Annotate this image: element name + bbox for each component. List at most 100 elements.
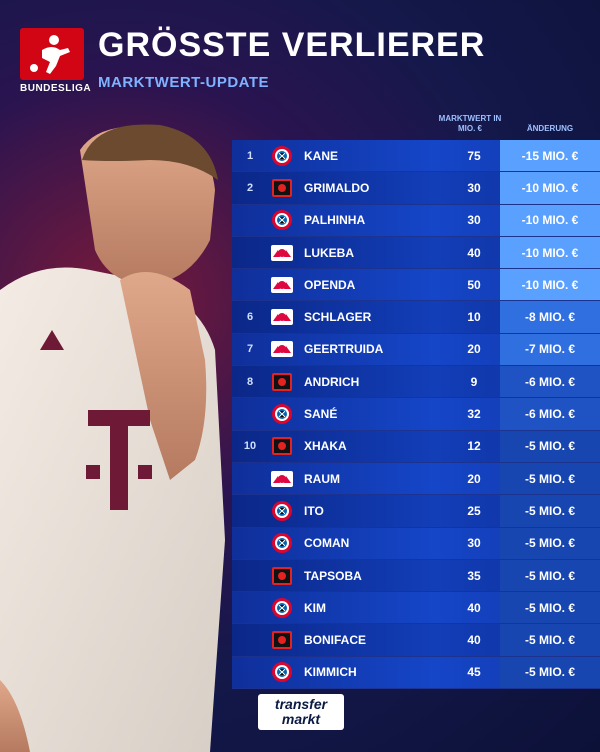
column-header-marktwert: MARKTWERT IN MIO. € bbox=[438, 114, 502, 133]
page-subtitle: MARKTWERT-UPDATE bbox=[98, 74, 270, 91]
market-value: 40 bbox=[467, 600, 481, 615]
bundesliga-logo-text: BUNDESLIGA bbox=[20, 83, 92, 94]
market-value: 12 bbox=[467, 439, 481, 454]
rank: 7 bbox=[246, 343, 254, 356]
rank: 2 bbox=[246, 181, 254, 194]
leipzig-crest-icon bbox=[271, 470, 293, 487]
player-name: COMAN bbox=[304, 536, 350, 551]
table-row: ITO 25 -5 MIO. € bbox=[232, 495, 600, 528]
ranking-table: 1 KANE 75 -15 MIO. €2 GRIMALDO 30 -10 MIO. € PA… bbox=[232, 140, 600, 690]
value-change: -5 MIO. € bbox=[500, 495, 600, 527]
leverkusen-crest-icon bbox=[272, 372, 292, 391]
market-value: 40 bbox=[467, 245, 481, 260]
market-value: 30 bbox=[467, 213, 481, 228]
table-row: 8 ANDRICH 9 -6 MIO. € bbox=[232, 366, 600, 399]
bayern-crest-icon bbox=[272, 500, 292, 521]
value-change: -10 MIO. € bbox=[500, 236, 600, 269]
leipzig-crest-icon bbox=[271, 276, 293, 293]
value-change: -10 MIO. € bbox=[500, 204, 600, 236]
leverkusen-crest-icon bbox=[272, 566, 292, 585]
value-change: -10 MIO. € bbox=[500, 172, 600, 204]
bayern-crest-icon bbox=[272, 210, 292, 231]
rank: 6 bbox=[246, 311, 254, 324]
player-name: TAPSOBA bbox=[304, 568, 362, 583]
value-change: -6 MIO. € bbox=[500, 398, 600, 430]
player-name: GEERTRUIDA bbox=[304, 342, 384, 357]
table-row: 2 GRIMALDO 30 -10 MIO. € bbox=[232, 172, 600, 205]
value-change: -5 MIO. € bbox=[500, 592, 600, 624]
market-value: 30 bbox=[467, 536, 481, 551]
player-name: SCHLAGER bbox=[304, 310, 372, 325]
leipzig-crest-icon bbox=[271, 309, 293, 326]
table-row: KIM 40 -5 MIO. € bbox=[232, 592, 600, 625]
value-change: -5 MIO. € bbox=[500, 527, 600, 559]
player-name: XHAKA bbox=[304, 439, 347, 454]
market-value: 20 bbox=[467, 471, 481, 486]
player-name: GRIMALDO bbox=[304, 180, 370, 195]
player-name: RAUM bbox=[304, 471, 340, 486]
table-row: 1 KANE 75 -15 MIO. € bbox=[232, 140, 600, 173]
player-name: OPENDA bbox=[304, 277, 356, 292]
market-value: 40 bbox=[467, 633, 481, 648]
table-row: COMAN 30 -5 MIO. € bbox=[232, 527, 600, 560]
table-row: BONIFACE 40 -5 MIO. € bbox=[232, 624, 600, 657]
value-change: -6 MIO. € bbox=[500, 366, 600, 398]
bayern-crest-icon bbox=[272, 145, 292, 166]
club-logo bbox=[268, 403, 296, 425]
value-change: -5 MIO. € bbox=[500, 430, 600, 462]
club-logo bbox=[268, 661, 296, 683]
player-name: KIMMICH bbox=[304, 665, 357, 680]
leverkusen-crest-icon bbox=[272, 631, 292, 650]
club-logo bbox=[268, 242, 296, 264]
market-value: 9 bbox=[470, 374, 478, 389]
player-name: PALHINHA bbox=[304, 213, 366, 228]
transfermarkt-logo: transfer markt bbox=[258, 694, 344, 730]
market-value: 32 bbox=[467, 407, 481, 422]
table-row: 6 SCHLAGER 10 -8 MIO. € bbox=[232, 301, 600, 334]
value-change: -5 MIO. € bbox=[500, 624, 600, 656]
transfermarkt-logo-line2: markt bbox=[281, 711, 321, 727]
rank: 1 bbox=[246, 149, 254, 162]
rank: 8 bbox=[246, 375, 254, 388]
club-logo bbox=[268, 145, 296, 167]
table-row: KIMMICH 45 -5 MIO. € bbox=[232, 656, 600, 690]
table-row: TAPSOBA 35 -5 MIO. € bbox=[232, 559, 600, 593]
value-change: -5 MIO. € bbox=[500, 462, 600, 495]
table-row: 10 XHAKA 12 -5 MIO. € bbox=[232, 430, 600, 463]
player-name: LUKEBA bbox=[304, 245, 354, 260]
market-value: 25 bbox=[467, 503, 481, 518]
transfermarkt-logo-line1: transfer bbox=[274, 696, 328, 712]
bayern-crest-icon bbox=[272, 533, 292, 554]
value-change: -10 MIO. € bbox=[500, 269, 600, 301]
club-logo bbox=[268, 209, 296, 231]
value-change: -8 MIO. € bbox=[500, 301, 600, 333]
club-logo bbox=[268, 500, 296, 522]
club-logo bbox=[268, 306, 296, 328]
leverkusen-crest-icon bbox=[272, 437, 292, 456]
value-change: -5 MIO. € bbox=[500, 559, 600, 592]
player-photo bbox=[0, 124, 225, 752]
club-logo bbox=[268, 371, 296, 393]
player-name: BONIFACE bbox=[304, 633, 367, 648]
bundesliga-logo: BUNDESLIGA bbox=[20, 28, 92, 96]
player-name: SANÉ bbox=[304, 407, 338, 422]
club-logo bbox=[268, 532, 296, 554]
club-logo bbox=[268, 435, 296, 457]
player-name: KANE bbox=[304, 148, 339, 163]
club-logo bbox=[268, 629, 296, 651]
value-change: -5 MIO. € bbox=[500, 656, 600, 689]
club-logo bbox=[268, 468, 296, 490]
market-value: 45 bbox=[467, 665, 481, 680]
market-value: 20 bbox=[467, 342, 481, 357]
table-row: SANÉ 32 -6 MIO. € bbox=[232, 398, 600, 431]
value-change: -15 MIO. € bbox=[500, 140, 600, 172]
rank: 10 bbox=[243, 440, 257, 453]
leipzig-crest-icon bbox=[271, 244, 293, 261]
player-name: ANDRICH bbox=[304, 374, 360, 389]
leverkusen-crest-icon bbox=[272, 178, 292, 197]
club-logo bbox=[268, 597, 296, 619]
club-logo bbox=[268, 274, 296, 296]
club-logo bbox=[268, 177, 296, 199]
club-logo bbox=[268, 338, 296, 360]
club-logo bbox=[268, 565, 296, 587]
